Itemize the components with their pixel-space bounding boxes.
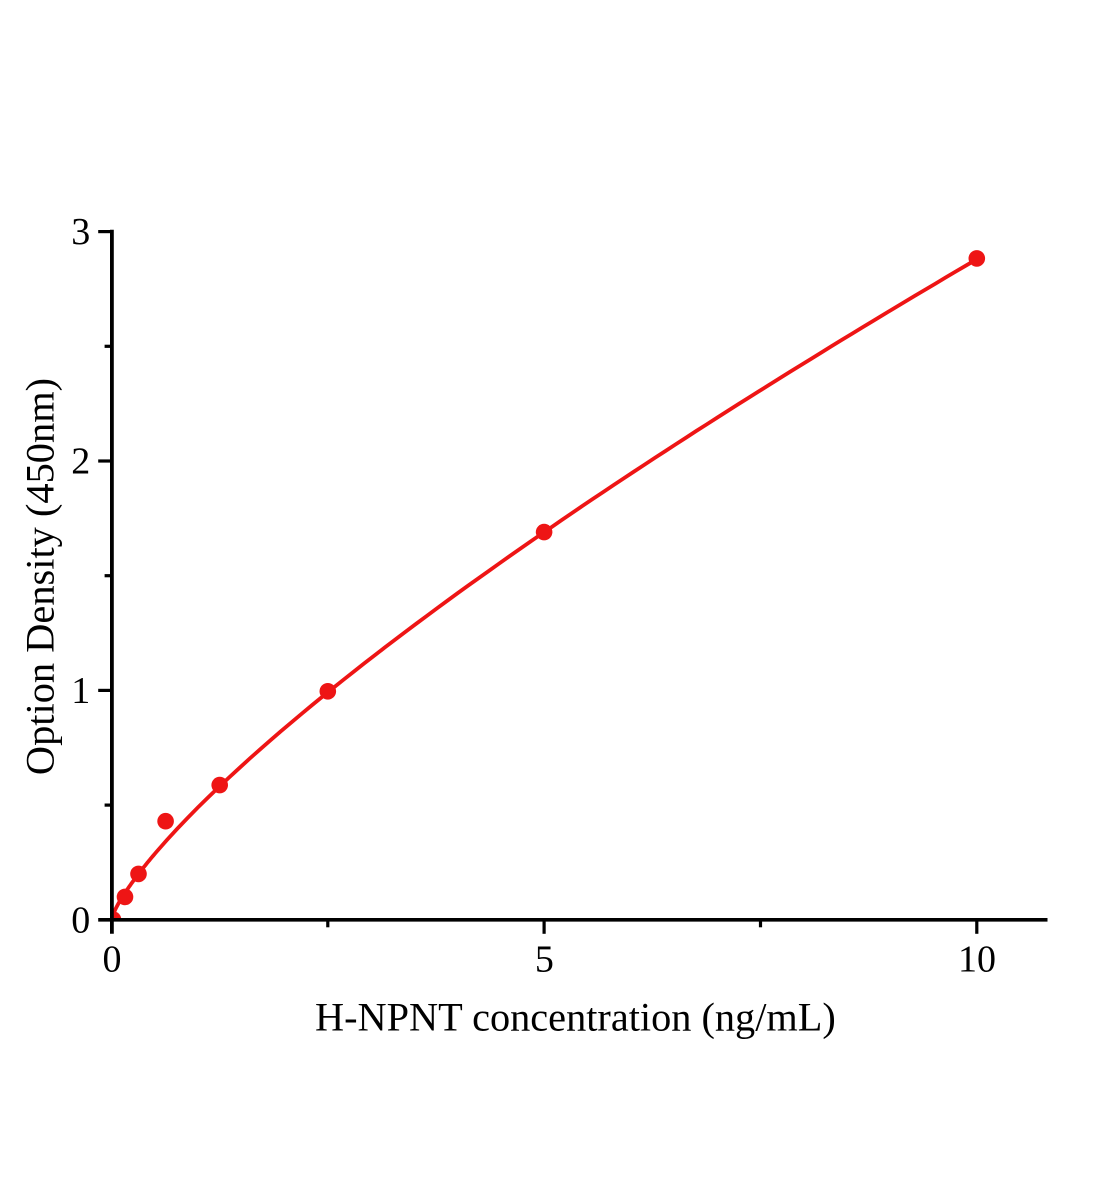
svg-text:0: 0	[103, 938, 122, 980]
svg-text:10: 10	[958, 938, 996, 980]
svg-text:2: 2	[71, 441, 90, 483]
svg-text:3: 3	[71, 211, 90, 253]
svg-text:5: 5	[535, 938, 554, 980]
svg-text:1: 1	[71, 670, 90, 712]
svg-text:H-NPNT concentration (ng/mL): H-NPNT concentration (ng/mL)	[315, 995, 836, 1040]
svg-text:0: 0	[71, 899, 90, 941]
svg-text:Option Density (450nm): Option Density (450nm)	[18, 378, 63, 775]
